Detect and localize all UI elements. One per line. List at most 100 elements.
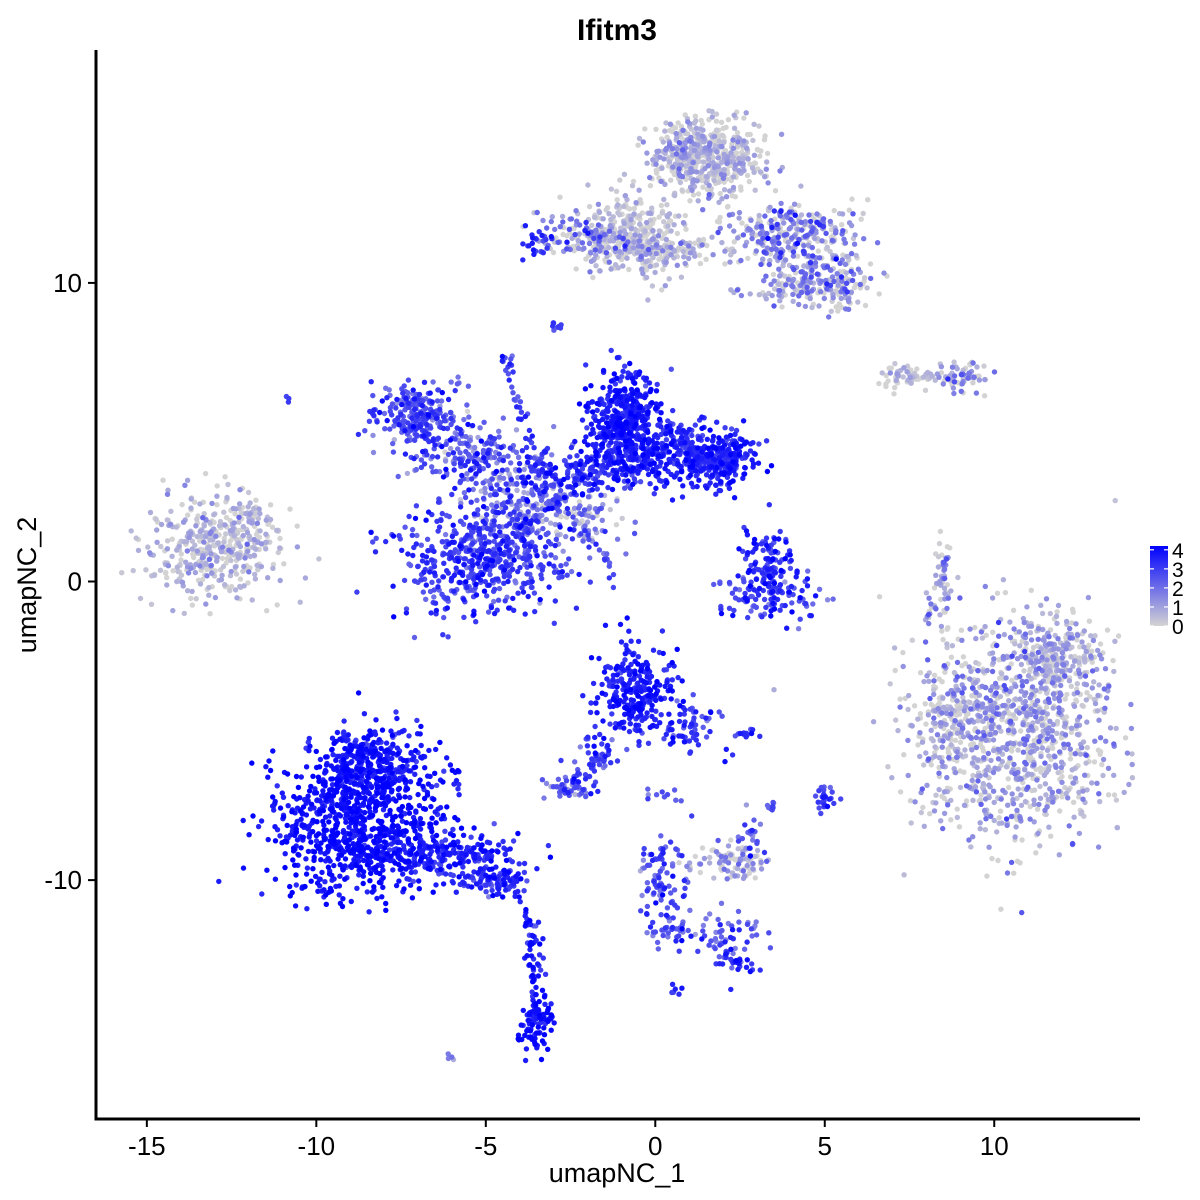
data-point (785, 239, 791, 246)
data-point (700, 724, 706, 730)
data-point (865, 197, 871, 203)
data-point (664, 214, 671, 220)
data-point (607, 506, 613, 513)
data-point (923, 750, 929, 756)
data-point (617, 229, 623, 236)
data-point (950, 690, 957, 697)
data-point (928, 762, 934, 768)
data-point (584, 519, 591, 525)
data-point (932, 720, 938, 727)
data-point (1100, 772, 1106, 779)
data-point (992, 680, 999, 687)
data-point (1018, 776, 1024, 782)
data-point (722, 248, 728, 254)
data-point (182, 482, 188, 488)
data-point (1065, 795, 1071, 801)
data-point (214, 554, 220, 561)
data-point (1015, 747, 1021, 753)
data-point (1077, 644, 1083, 650)
data-point (699, 845, 706, 851)
data-point (1114, 825, 1121, 831)
data-point (640, 270, 646, 277)
data-point (543, 780, 550, 787)
data-point (940, 381, 946, 387)
data-point (831, 207, 837, 214)
data-point (637, 479, 644, 485)
data-point (197, 528, 203, 535)
data-point (981, 755, 987, 761)
data-point (672, 192, 678, 199)
data-point (179, 501, 185, 508)
data-point (1083, 752, 1089, 758)
data-point (741, 167, 747, 174)
data-point (958, 388, 964, 394)
data-point (1013, 683, 1019, 689)
data-point (206, 584, 212, 591)
data-point (730, 154, 736, 160)
data-point (655, 946, 661, 952)
data-point (1076, 655, 1083, 661)
data-point (563, 561, 569, 567)
data-point (628, 225, 634, 232)
data-point (1042, 673, 1049, 679)
data-point (936, 580, 943, 586)
data-point (959, 637, 965, 643)
data-point (695, 154, 701, 160)
data-point (622, 192, 629, 199)
data-point (666, 276, 672, 282)
data-point (997, 693, 1004, 700)
data-point (647, 174, 653, 181)
data-point (245, 548, 251, 554)
data-point (1103, 738, 1109, 744)
data-point (915, 742, 921, 748)
data-point (1054, 730, 1060, 736)
data-point (429, 453, 436, 460)
data-point (593, 227, 599, 233)
data-point (809, 244, 815, 251)
data-point (962, 747, 968, 753)
data-point (1079, 745, 1085, 751)
data-point (1083, 760, 1089, 766)
data-point (838, 295, 844, 302)
data-point (1029, 651, 1035, 658)
data-point (680, 220, 687, 226)
data-point (719, 239, 725, 246)
data-point (164, 517, 170, 523)
data-point (671, 171, 678, 178)
data-point (691, 147, 698, 153)
data-point (678, 240, 684, 246)
data-point (1044, 690, 1050, 696)
data-point (1041, 772, 1048, 779)
data-point (664, 791, 671, 798)
data-point (294, 544, 301, 550)
data-point (237, 576, 244, 582)
data-point (867, 261, 874, 267)
data-point (673, 135, 680, 141)
data-point (670, 164, 676, 170)
data-point (1046, 667, 1053, 673)
data-point (961, 685, 967, 691)
data-point (231, 520, 237, 526)
data-point (608, 186, 614, 192)
data-point (676, 166, 682, 172)
data-point (1068, 654, 1074, 660)
data-point (731, 239, 737, 245)
data-point (958, 627, 965, 633)
data-point (606, 259, 612, 265)
data-point (925, 756, 932, 762)
data-point (236, 501, 243, 507)
data-point (939, 628, 945, 634)
data-point (938, 596, 944, 603)
data-point (431, 594, 437, 600)
data-point (1010, 607, 1017, 613)
data-point (989, 595, 996, 601)
data-point (764, 159, 770, 165)
data-point (701, 855, 708, 862)
data-point (199, 555, 206, 561)
data-point (948, 711, 954, 717)
data-point (893, 377, 899, 383)
data-point (208, 562, 214, 569)
data-point (232, 564, 239, 570)
data-point (937, 720, 944, 726)
data-point (973, 679, 979, 686)
